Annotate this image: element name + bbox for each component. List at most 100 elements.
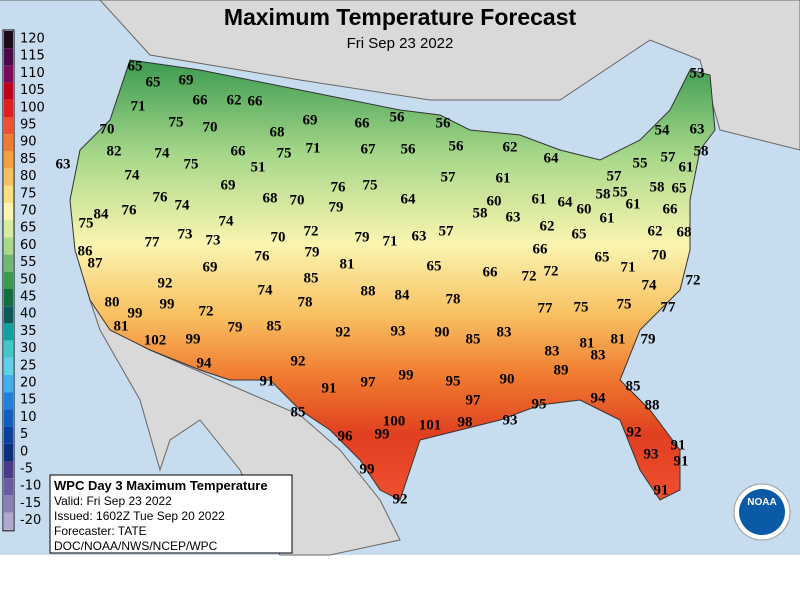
temperature-label: 64 <box>558 194 574 210</box>
legend-swatch <box>4 220 13 238</box>
temperature-label: 81 <box>114 318 129 334</box>
temperature-label: 78 <box>298 294 313 310</box>
legend-label: 110 <box>20 66 45 81</box>
temperature-label: 92 <box>336 324 351 340</box>
temperature-label: 58 <box>596 186 611 202</box>
temperature-label: 88 <box>645 397 660 413</box>
temperature-label: 56 <box>436 115 452 131</box>
temperature-label: 73 <box>178 226 193 242</box>
temperature-label: 56 <box>390 109 406 125</box>
legend-swatch <box>4 512 13 530</box>
temperature-label: 71 <box>306 140 321 156</box>
temperature-label: 75 <box>617 296 632 312</box>
legend-swatch <box>4 289 13 307</box>
temperature-label: 81 <box>611 331 626 347</box>
temperature-label: 76 <box>122 202 138 218</box>
temperature-label: 72 <box>522 268 537 284</box>
temperature-label: 72 <box>199 303 214 319</box>
legend-label: 20 <box>20 376 37 391</box>
temperature-label: 97 <box>361 374 377 390</box>
temperature-label: 66 <box>483 264 499 280</box>
temperature-label: 91 <box>671 437 686 453</box>
temperature-label: 75 <box>79 215 94 231</box>
temperature-label: 79 <box>228 319 243 335</box>
legend-swatch <box>4 495 13 513</box>
temperature-label: 65 <box>672 180 687 196</box>
temperature-label: 61 <box>496 170 511 186</box>
temperature-label: 99 <box>186 331 201 347</box>
temperature-label: 66 <box>663 201 679 217</box>
temperature-label: 64 <box>544 150 560 166</box>
temperature-label: 65 <box>128 58 143 74</box>
temperature-label: 69 <box>203 259 218 275</box>
temperature-label: 91 <box>674 453 689 469</box>
temperature-label: 72 <box>544 263 559 279</box>
info-frame <box>49 474 293 554</box>
temperature-label: 62 <box>503 139 518 155</box>
legend-swatch <box>4 31 13 49</box>
temperature-label: 65 <box>427 258 442 274</box>
temperature-label: 92 <box>393 491 408 507</box>
legend-swatch <box>4 375 13 393</box>
temperature-label: 77 <box>145 234 161 250</box>
temperature-label: 91 <box>654 482 669 498</box>
temperature-label: 71 <box>383 233 398 249</box>
legend-label: 90 <box>20 135 37 150</box>
temperature-label: 70 <box>203 119 218 135</box>
temperature-label: 63 <box>690 121 705 137</box>
legend-label: 95 <box>20 118 37 133</box>
temperature-label: 66 <box>533 241 549 257</box>
temperature-label: 51 <box>251 159 266 175</box>
temperature-label: 84 <box>94 206 110 222</box>
temperature-label: 75 <box>184 156 199 172</box>
temperature-label: 76 <box>153 189 169 205</box>
temperature-label: 60 <box>577 201 592 217</box>
legend-swatch <box>4 323 13 341</box>
temperature-label: 66 <box>355 115 371 131</box>
temperature-label: 72 <box>304 223 319 239</box>
noaa-logo: NOAA <box>733 483 791 541</box>
legend-label: 120 <box>20 32 45 47</box>
temperature-label: 65 <box>572 226 587 242</box>
legend-swatch <box>4 99 13 117</box>
temperature-label: 76 <box>331 179 347 195</box>
temperature-label: 90 <box>500 371 515 387</box>
temperature-label: 92 <box>158 275 173 291</box>
canada <box>0 0 800 151</box>
temperature-label: 93 <box>503 412 518 428</box>
logo-text: NOAA <box>747 497 776 508</box>
temperature-label: 85 <box>626 378 641 394</box>
temperature-label: 74 <box>175 197 191 213</box>
temperature-label: 61 <box>626 196 641 212</box>
legend-label: 15 <box>20 393 37 408</box>
temperature-label: 83 <box>497 324 512 340</box>
legend-label: 100 <box>20 100 45 115</box>
temperature-label: 91 <box>322 380 337 396</box>
legend-swatch <box>4 237 13 255</box>
temperature-label: 82 <box>107 143 122 159</box>
temperature-label: 90 <box>435 324 450 340</box>
legend-swatch <box>4 340 13 358</box>
temperature-label: 74 <box>258 282 274 298</box>
legend-swatch <box>4 271 13 289</box>
temperature-label: 74 <box>125 167 141 183</box>
temperature-label: 62 <box>227 92 242 108</box>
temperature-label: 68 <box>263 190 278 206</box>
temperature-label: 99 <box>128 305 143 321</box>
temperature-label: 88 <box>361 283 376 299</box>
temperature-label: 81 <box>580 335 595 351</box>
temperature-label: 58 <box>650 179 665 195</box>
temperature-label: 95 <box>446 373 461 389</box>
temperature-label: 66 <box>248 93 264 109</box>
temperature-label: 69 <box>179 72 194 88</box>
temperature-label: 71 <box>621 259 636 275</box>
info-line: Valid: Fri Sep 23 2022 <box>54 494 172 508</box>
temperature-label: 79 <box>329 199 344 215</box>
legend-swatch <box>4 461 13 479</box>
temperature-label: 69 <box>303 112 318 128</box>
legend-label: 70 <box>20 204 37 219</box>
legend-label: 50 <box>20 272 37 287</box>
legend-swatch <box>4 357 13 375</box>
temperature-label: 92 <box>291 353 306 369</box>
